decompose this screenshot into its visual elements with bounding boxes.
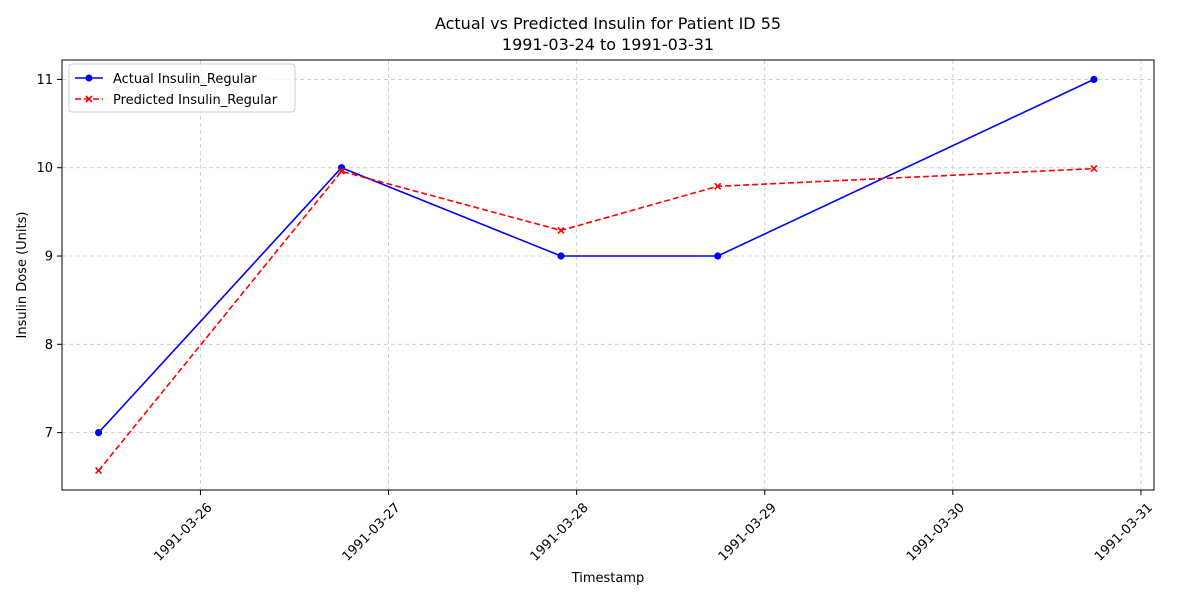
data-point bbox=[1090, 75, 1098, 84]
y-tick-label: 10 bbox=[36, 161, 53, 176]
data-point bbox=[94, 429, 103, 437]
x-axis-label: Timestamp bbox=[571, 571, 645, 586]
data-point bbox=[714, 182, 722, 190]
y-axis-label: Insulin Dose (Units) bbox=[15, 212, 30, 339]
y-tick-label: 8 bbox=[45, 338, 53, 353]
y-tick-label: 11 bbox=[36, 73, 53, 88]
data-point bbox=[337, 167, 346, 175]
legend-marker-actual bbox=[85, 74, 93, 82]
series-predicted bbox=[95, 165, 1098, 475]
data-point bbox=[557, 226, 565, 234]
series-layer bbox=[94, 75, 1098, 475]
y-tick-label: 7 bbox=[45, 426, 53, 441]
data-point bbox=[95, 467, 103, 475]
legend-marker-predicted bbox=[85, 95, 93, 103]
legend: Actual Insulin_Regular Predicted Insulin… bbox=[68, 63, 296, 113]
plot-background bbox=[62, 60, 1154, 490]
legend-label-predicted: Predicted Insulin_Regular bbox=[113, 93, 278, 108]
plot-frame bbox=[61, 59, 1155, 491]
data-point bbox=[1090, 165, 1098, 173]
y-tick-label: 9 bbox=[45, 250, 53, 265]
legend-label-actual: Actual Insulin_Regular bbox=[113, 72, 257, 87]
legend-box bbox=[68, 63, 296, 113]
series-actual bbox=[94, 75, 1098, 437]
chart-title: Actual vs Predicted Insulin for Patient … bbox=[435, 14, 781, 33]
data-point bbox=[557, 252, 565, 260]
y-axis: 7 8 9 10 11 bbox=[36, 73, 62, 441]
chart-subtitle: 1991-03-24 to 1991-03-31 bbox=[502, 35, 714, 54]
data-point bbox=[714, 252, 722, 260]
